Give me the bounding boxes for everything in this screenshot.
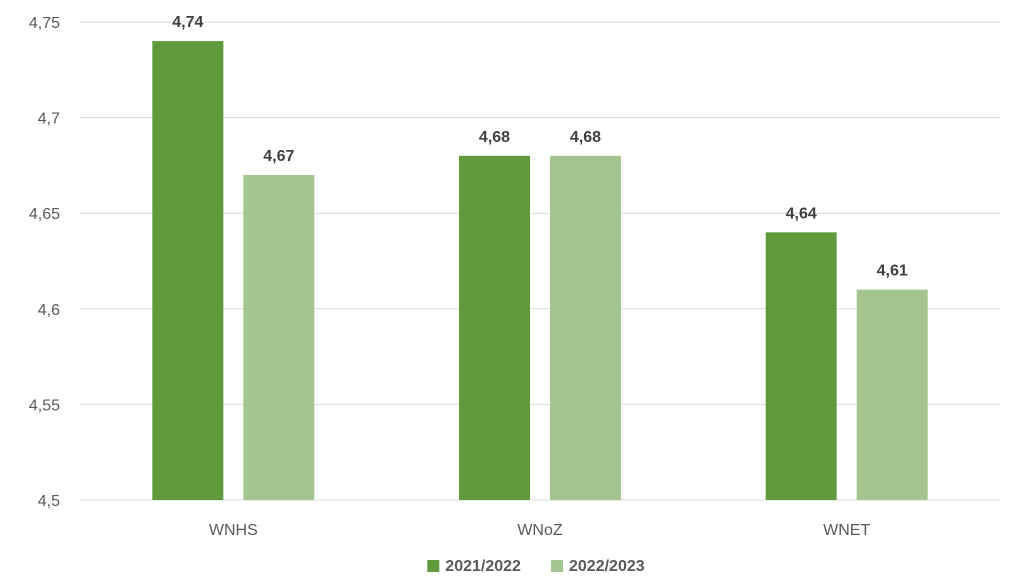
gridlines <box>80 21 1000 501</box>
legend-label: 2021/2022 <box>445 558 521 575</box>
bar <box>856 289 928 500</box>
legend-item: 2021/2022 <box>427 558 521 575</box>
y-tick-label: 4,65 <box>29 206 60 223</box>
x-tick-label: WNoZ <box>517 522 563 539</box>
y-tick-label: 4,55 <box>29 397 60 414</box>
x-axis-tick-labels: WNHS WNoZ WNET <box>209 522 871 539</box>
data-label: 4,61 <box>877 263 908 280</box>
legend-swatch <box>427 560 440 572</box>
legend-label: 2022/2023 <box>569 558 645 575</box>
bar <box>243 174 315 500</box>
x-tick-label: WNHS <box>209 522 258 539</box>
y-tick-label: 4,7 <box>38 111 60 128</box>
legend-item: 2022/2023 <box>551 558 645 575</box>
y-axis-tick-labels: 4,5 4,55 4,6 4,65 4,7 4,75 <box>29 15 60 510</box>
bar <box>765 232 837 500</box>
data-label: 4,67 <box>263 148 294 165</box>
bar <box>459 155 530 500</box>
data-label: 4,68 <box>570 129 601 146</box>
bars <box>152 41 928 501</box>
legend: 2021/2022 2022/2023 <box>427 558 645 575</box>
y-tick-label: 4,5 <box>38 493 60 510</box>
x-tick-label: WNET <box>823 522 870 539</box>
y-tick-label: 4,75 <box>29 15 60 32</box>
data-label: 4,68 <box>479 129 510 146</box>
data-label: 4,64 <box>786 205 817 222</box>
data-label: 4,74 <box>172 14 203 31</box>
legend-swatch <box>551 560 563 572</box>
data-labels: 4,74 4,67 4,68 4,68 4,64 4,61 <box>172 14 908 280</box>
y-tick-label: 4,6 <box>38 302 60 319</box>
bar <box>550 155 621 500</box>
bar <box>152 41 224 501</box>
